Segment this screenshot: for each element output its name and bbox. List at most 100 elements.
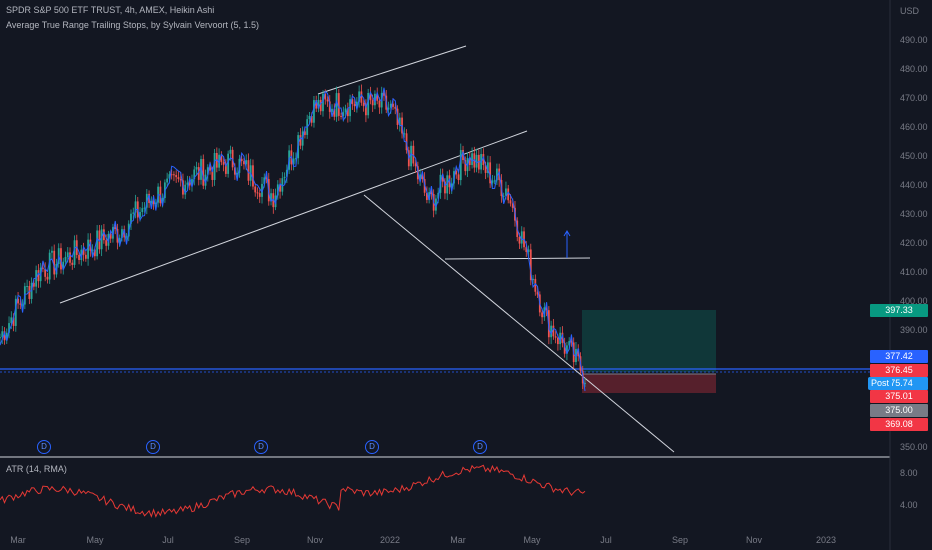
- post-badge: Post: [868, 377, 892, 390]
- dividend-marker[interactable]: D: [37, 440, 51, 454]
- candle-body: [213, 152, 216, 180]
- dividend-marker[interactable]: D: [254, 440, 268, 454]
- candle-body: [475, 154, 478, 168]
- candle-body: [308, 115, 311, 120]
- candle-body: [371, 100, 374, 106]
- candle-body: [211, 170, 214, 180]
- price-axis-label: 470.00: [900, 93, 928, 103]
- candle-body: [5, 332, 8, 341]
- candle-body: [511, 203, 514, 208]
- candle-body: [234, 167, 236, 175]
- candle-body: [71, 262, 74, 265]
- candle-body: [118, 237, 121, 243]
- candle-body: [471, 153, 473, 165]
- candle-body: [82, 249, 85, 255]
- candle-body: [17, 298, 19, 304]
- candle-body: [105, 240, 108, 246]
- candle-body: [563, 342, 566, 354]
- candle-body: [428, 192, 431, 200]
- time-axis-label: Jul: [600, 535, 612, 545]
- candle-body: [154, 202, 157, 204]
- candle-body: [265, 177, 268, 180]
- candle-body: [376, 93, 379, 101]
- candle-body: [184, 184, 187, 195]
- candle-body: [337, 93, 340, 116]
- candle-body: [10, 317, 13, 324]
- candle-body: [365, 106, 367, 116]
- candle-body: [430, 192, 433, 195]
- candle-body: [114, 227, 117, 230]
- chart-title: SPDR S&P 500 ETF TRUST, 4h, AMEX, Heikin…: [6, 5, 215, 15]
- candle-body: [254, 186, 257, 193]
- candle-body: [3, 331, 6, 341]
- candle-body: [462, 150, 464, 161]
- atr-legend[interactable]: ATR (14, RMA): [6, 464, 67, 474]
- candle-body: [281, 178, 284, 192]
- candle-body: [279, 184, 281, 192]
- candle-body: [236, 172, 239, 175]
- candle-body: [534, 278, 537, 292]
- candle-body: [44, 268, 47, 277]
- candle-body: [446, 175, 449, 194]
- candle-body: [87, 239, 89, 259]
- candle-body: [261, 183, 263, 197]
- candle-body: [482, 154, 485, 166]
- candle-body: [84, 254, 87, 259]
- candle-body: [383, 93, 385, 96]
- candle-body: [170, 174, 173, 176]
- time-axis-label: Nov: [306, 535, 324, 545]
- candle-body: [509, 200, 512, 204]
- candle-body: [130, 213, 132, 224]
- candle-body: [491, 180, 494, 184]
- candle-body: [270, 193, 272, 202]
- atr-axis-label: 8.00: [900, 468, 918, 478]
- price-tag-stop-loss: 369.08: [870, 418, 928, 431]
- candle-body: [477, 154, 480, 170]
- candle-body: [132, 212, 135, 214]
- dividend-marker[interactable]: D: [146, 440, 160, 454]
- candle-body: [109, 233, 112, 239]
- price-axis-label: 390.00: [900, 325, 928, 335]
- candle-body: [392, 103, 394, 107]
- signal-arrow-head: [563, 230, 571, 237]
- candle-body: [419, 174, 422, 180]
- candle-body: [143, 207, 146, 209]
- atr-line: [0, 464, 586, 518]
- candle-body: [326, 99, 329, 102]
- candle-body: [584, 382, 586, 384]
- time-axis-label: 2022: [379, 535, 401, 545]
- candle-body: [245, 160, 248, 165]
- price-tag-entry: 376.45: [870, 364, 928, 377]
- candle-body: [175, 175, 178, 178]
- time-axis-label: Sep: [671, 535, 689, 545]
- candle-body: [543, 307, 546, 318]
- candle-body: [60, 248, 62, 270]
- candle-body: [403, 133, 406, 135]
- trendline: [317, 45, 467, 95]
- dividend-marker[interactable]: D: [365, 440, 379, 454]
- candle-body: [19, 303, 22, 305]
- candle-body: [541, 312, 543, 318]
- candle-body: [299, 135, 302, 146]
- price-axis-label: 480.00: [900, 64, 928, 74]
- atr-axis-label: 4.00: [900, 500, 918, 510]
- candle-body: [69, 252, 71, 263]
- candle-body: [489, 162, 492, 184]
- candle-body: [568, 341, 571, 346]
- dividend-marker[interactable]: D: [473, 440, 487, 454]
- candle-body: [444, 181, 446, 194]
- candle-body: [369, 92, 372, 101]
- indicator-legend[interactable]: Average True Range Trailing Stops, by Sy…: [6, 20, 259, 30]
- candle-body: [91, 249, 94, 251]
- candle-body: [166, 178, 169, 183]
- candle-body: [243, 161, 245, 165]
- candle-body: [566, 345, 568, 354]
- candle-body: [8, 323, 10, 333]
- candle-body: [98, 230, 101, 250]
- candle-body: [231, 149, 234, 168]
- candle-body: [414, 163, 417, 167]
- candle-body: [552, 325, 555, 337]
- candle-body: [304, 131, 306, 135]
- price-tag-stop: 377.42: [870, 350, 928, 363]
